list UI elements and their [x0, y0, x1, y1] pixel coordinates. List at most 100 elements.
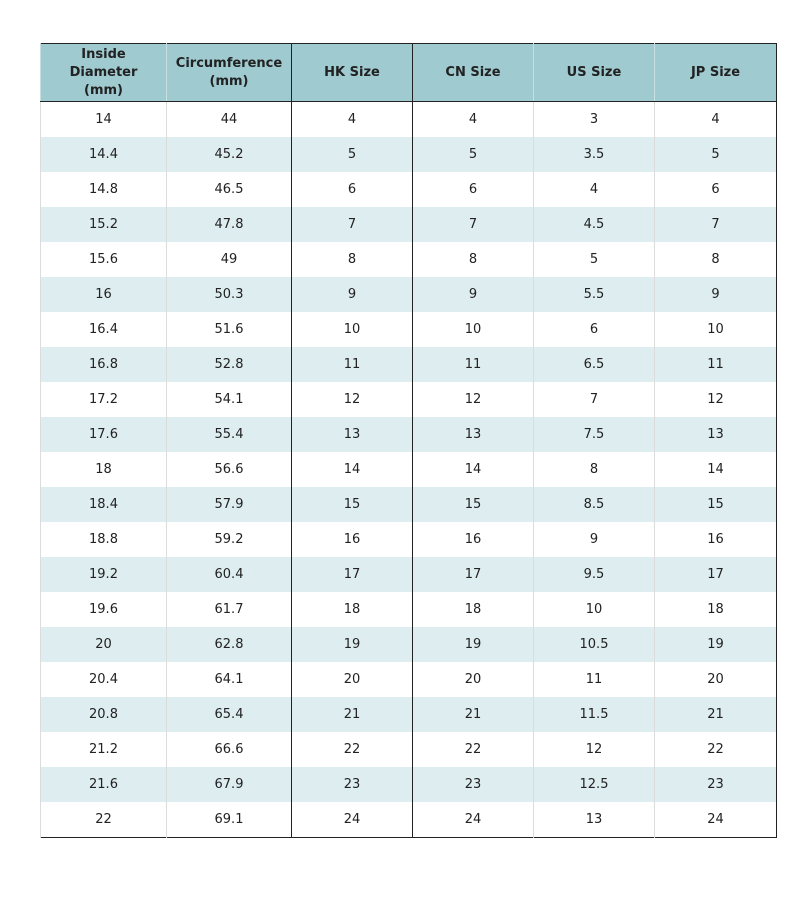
table-cell: 52.8 [166, 347, 292, 382]
table-cell: 4 [533, 172, 655, 207]
table-cell: 18 [654, 592, 777, 627]
table-cell: 6 [291, 172, 413, 207]
table-cell: 16 [291, 522, 413, 557]
table-cell: 21 [412, 697, 534, 732]
table-cell: 17 [412, 557, 534, 592]
table-cell: 19.6 [40, 592, 167, 627]
table-cell: 17 [291, 557, 413, 592]
table-cell: 20.4 [40, 662, 167, 697]
table-cell: 5 [291, 137, 413, 172]
table-row: 17.6 55.4 13 13 7.5 13 [40, 417, 777, 452]
table-cell: 19.2 [40, 557, 167, 592]
table-row: 17.2 54.1 12 12 7 12 [40, 382, 777, 417]
table-cell: 21 [291, 697, 413, 732]
table-cell: 9 [654, 277, 777, 312]
table-row: 15.2 47.8 7 7 4.5 7 [40, 207, 777, 242]
table-cell: 16.4 [40, 312, 167, 347]
table-cell: 18 [291, 592, 413, 627]
table-cell: 12 [412, 382, 534, 417]
table-cell: 4 [412, 101, 534, 137]
table-cell: 11 [533, 662, 655, 697]
table-row: 14.8 46.5 6 6 4 6 [40, 172, 777, 207]
table-cell: 5.5 [533, 277, 655, 312]
table-cell: 24 [654, 802, 777, 838]
table-cell: 13 [291, 417, 413, 452]
table-cell: 13 [533, 802, 655, 838]
table-cell: 45.2 [166, 137, 292, 172]
table-cell: 8 [654, 242, 777, 277]
table-cell: 7 [412, 207, 534, 242]
table-cell: 64.1 [166, 662, 292, 697]
size-table: Inside Diameter (mm) Circumference (mm) HK… [40, 43, 777, 838]
table-cell: 23 [654, 767, 777, 802]
table-row: 18.4 57.9 15 15 8.5 15 [40, 487, 777, 522]
table-cell: 7 [291, 207, 413, 242]
table-cell: 9.5 [533, 557, 655, 592]
table-cell: 22 [40, 802, 167, 838]
table-cell: 11 [412, 347, 534, 382]
table-row: 16 50.3 9 9 5.5 9 [40, 277, 777, 312]
table-cell: 14 [40, 101, 167, 137]
table-cell: 20 [40, 627, 167, 662]
table-cell: 7 [533, 382, 655, 417]
column-header: CN Size [412, 43, 534, 102]
table-cell: 46.5 [166, 172, 292, 207]
column-header: Inside Diameter (mm) [40, 43, 167, 102]
table-row: 18.8 59.2 16 16 9 16 [40, 522, 777, 557]
table-cell: 23 [291, 767, 413, 802]
table-cell: 10 [533, 592, 655, 627]
table-cell: 20 [291, 662, 413, 697]
table-cell: 54.1 [166, 382, 292, 417]
table-cell: 24 [291, 802, 413, 838]
table-cell: 6 [533, 312, 655, 347]
table-cell: 16 [412, 522, 534, 557]
table-cell: 9 [412, 277, 534, 312]
table-cell: 5 [412, 137, 534, 172]
table-cell: 6 [654, 172, 777, 207]
table-cell: 6.5 [533, 347, 655, 382]
table-cell: 15 [654, 487, 777, 522]
table-cell: 9 [291, 277, 413, 312]
table-row: 21.6 67.9 23 23 12.5 23 [40, 767, 777, 802]
table-cell: 51.6 [166, 312, 292, 347]
table-cell: 3.5 [533, 137, 655, 172]
table-cell: 21.2 [40, 732, 167, 767]
table-cell: 14.4 [40, 137, 167, 172]
table-cell: 60.4 [166, 557, 292, 592]
table-row: 22 69.1 24 24 13 24 [40, 802, 777, 838]
header-row: Inside Diameter (mm) Circumference (mm) HK… [40, 43, 777, 102]
table-cell: 14 [654, 452, 777, 487]
table-row: 16.4 51.6 10 10 6 10 [40, 312, 777, 347]
table-cell: 15.2 [40, 207, 167, 242]
column-header: Circumference (mm) [166, 43, 292, 102]
table-cell: 8.5 [533, 487, 655, 522]
table-cell: 59.2 [166, 522, 292, 557]
table-cell: 14 [291, 452, 413, 487]
table-cell: 14 [412, 452, 534, 487]
table-cell: 4 [291, 101, 413, 137]
table-cell: 65.4 [166, 697, 292, 732]
table-cell: 57.9 [166, 487, 292, 522]
table-cell: 12.5 [533, 767, 655, 802]
table-row: 16.8 52.8 11 11 6.5 11 [40, 347, 777, 382]
table-cell: 18 [40, 452, 167, 487]
table-cell: 20.8 [40, 697, 167, 732]
table-cell: 56.6 [166, 452, 292, 487]
table-cell: 17.2 [40, 382, 167, 417]
table-cell: 49 [166, 242, 292, 277]
column-header: JP Size [654, 43, 777, 102]
table-body: 14 44 4 4 3 4 14.4 45.2 5 5 3.5 5 14.8 46.5 6 6 4 6 15.2 47… [40, 101, 777, 838]
table-cell: 16 [40, 277, 167, 312]
table-cell: 4.5 [533, 207, 655, 242]
table-cell: 44 [166, 101, 292, 137]
table-cell: 8 [533, 452, 655, 487]
table-cell: 5 [654, 137, 777, 172]
table-cell: 9 [533, 522, 655, 557]
table-cell: 11 [654, 347, 777, 382]
table-cell: 19 [412, 627, 534, 662]
table-cell: 67.9 [166, 767, 292, 802]
table-cell: 12 [533, 732, 655, 767]
table-cell: 16 [654, 522, 777, 557]
table-row: 15.6 49 8 8 5 8 [40, 242, 777, 277]
